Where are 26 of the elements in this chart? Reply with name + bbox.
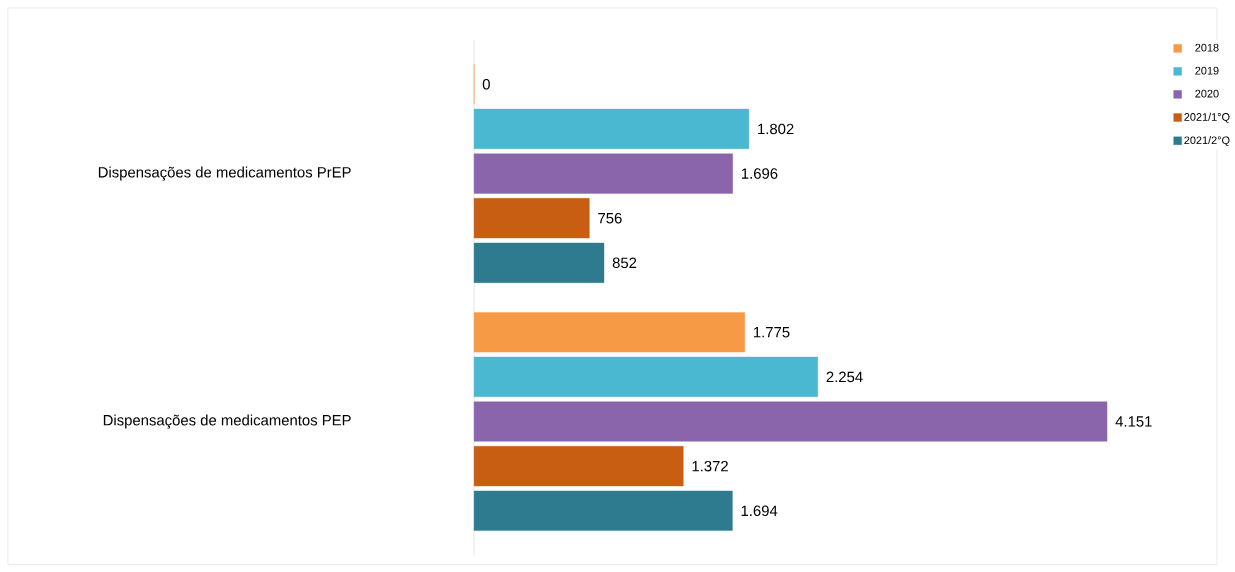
data-label: 1.775 [754, 326, 790, 338]
data-label: 756 [598, 212, 622, 224]
legend-label: 2019 [1195, 66, 1219, 75]
bar [473, 401, 1108, 442]
data-label: 852 [612, 257, 637, 268]
data-label: 0 [482, 78, 490, 90]
legend-label: 2021/1°Q [1184, 112, 1230, 123]
bar [473, 242, 605, 283]
legend-label: 2018 [1195, 43, 1219, 52]
bar [473, 153, 733, 194]
data-label: 1.802 [758, 123, 794, 135]
legend-label: 2021/2°Q [1184, 135, 1230, 146]
data-label: 1.694 [741, 505, 778, 516]
bar [473, 312, 745, 353]
bar [473, 490, 733, 531]
legend-label: 2020 [1195, 89, 1219, 98]
data-label: 1.372 [692, 460, 728, 472]
data-label: 4.151 [1115, 416, 1152, 427]
bar [473, 445, 684, 487]
bar [473, 356, 818, 397]
data-label: 1.696 [741, 168, 778, 179]
bar [473, 108, 750, 149]
data-label: 2.254 [826, 371, 863, 383]
y-tick-label: Dispensações de medicamentos PrEP [98, 166, 351, 181]
bar [473, 198, 590, 239]
y-tick-label: Dispensações de medicamentos PEP [103, 414, 351, 429]
